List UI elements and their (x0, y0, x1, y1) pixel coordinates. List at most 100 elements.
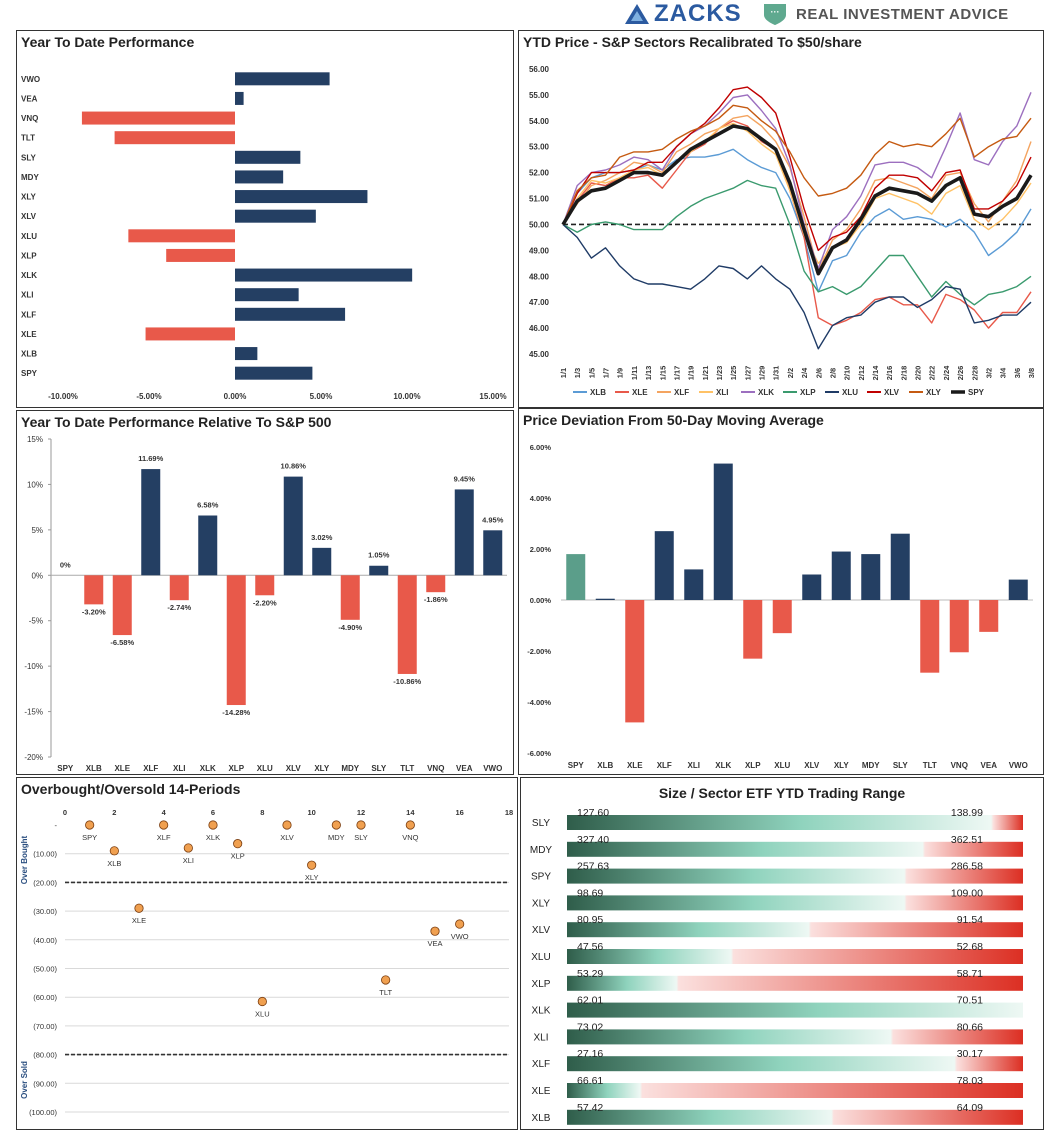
recal-y-tick: 55.00 (529, 91, 550, 100)
recal-y-tick: 54.00 (529, 117, 550, 126)
obos-point-label: SPY (82, 833, 97, 842)
range-low-label: 73.02 (577, 1021, 603, 1033)
obos-point-label: TLT (379, 988, 392, 997)
dev-category-label: XLU (774, 761, 790, 770)
dev-bar-spy (566, 554, 586, 600)
rel-category-label: XLE (114, 764, 130, 773)
dev-bar-xle (625, 600, 645, 723)
obos-y-tick: (10.00) (33, 850, 57, 859)
dev-bar-xlp (743, 600, 763, 659)
range-row-label: XLV (532, 925, 550, 936)
rel-bar-tlt (397, 575, 417, 674)
recal-legend-label: SPY (968, 388, 985, 397)
rel-data-label: -2.20% (253, 598, 277, 607)
rel-category-label: SLY (371, 764, 386, 773)
recal-x-tick: 1/27 (743, 366, 752, 381)
rel-data-label: -10.86% (393, 677, 421, 686)
obos-x-tick: 4 (162, 808, 167, 817)
overbought-oversold-panel: Overbought/Oversold 14-Periods - (10.00) (… (16, 777, 518, 1130)
range-low-label: 80.95 (577, 914, 603, 926)
dev-bar-xly (831, 551, 851, 600)
dev-y-tick: -4.00% (527, 698, 551, 707)
recal-x-tick: 1/3 (573, 368, 582, 378)
dev-category-label: VWO (1009, 761, 1028, 770)
trading-range-chart: SLY 127.60 138.99 MDY 327.40 362.51 SPY 257.63 2… (530, 807, 1023, 1125)
range-low-label: 127.60 (577, 807, 609, 819)
ytd-performance-panel: Year To Date Performance VWO VEA VNQ TLT SLY… (16, 30, 514, 408)
obos-point-spy (85, 820, 95, 830)
recal-legend-label: XLV (884, 388, 900, 397)
recal-y-tick: 51.00 (529, 195, 550, 204)
obos-oversold-axis-label: Over Sold (20, 1061, 29, 1099)
recalibrated-price-chart: 45.00 46.00 47.00 48.00 49.00 50.00 51.00 52.00… (529, 65, 1036, 397)
ytd-bar-vnq (81, 111, 235, 125)
recal-legend-label: XLI (716, 388, 728, 397)
recal-y-tick: 46.00 (529, 324, 550, 333)
rel-bar-vea (454, 489, 474, 576)
ytd-category-label: XLE (21, 330, 37, 339)
dev-bar-xlf (654, 531, 674, 600)
relative-performance-title: Year To Date Performance Relative To S&P… (21, 414, 332, 430)
dev-bar-mdy (861, 554, 881, 600)
recal-x-tick: 2/10 (843, 366, 852, 381)
ytd-category-label: XLF (21, 310, 36, 319)
recalibrated-price-title: YTD Price - S&P Sectors Recalibrated To … (523, 34, 862, 50)
range-low-label: 27.16 (577, 1048, 603, 1060)
obos-point-label: XLI (183, 856, 194, 865)
obos-point-xli (183, 843, 193, 853)
obos-x-tick: 16 (455, 808, 463, 817)
recal-series-xlv (562, 86, 1032, 252)
obos-point-vnq (405, 820, 415, 830)
range-row-label: XLB (532, 1113, 551, 1124)
obos-x-tick: 8 (260, 808, 264, 817)
rel-y-tick: 10% (27, 480, 43, 489)
rel-data-label: -3.20% (82, 607, 106, 616)
obos-y-tick: (40.00) (33, 936, 57, 945)
rel-data-label: 11.69% (138, 454, 163, 463)
obos-x-tick: 6 (211, 808, 215, 817)
obos-x-tick: 14 (406, 808, 415, 817)
recal-x-tick: 2/2 (786, 368, 795, 378)
dev-bar-vnq (949, 600, 969, 653)
dev-bar-xli (684, 569, 704, 600)
range-row-label: SLY (532, 818, 550, 829)
obos-y-tick: (60.00) (33, 993, 57, 1002)
recal-y-tick: 52.00 (529, 169, 550, 178)
ytd-bar-spy (235, 366, 313, 380)
ytd-category-label: XLB (21, 350, 37, 359)
recal-series-xli (562, 122, 1032, 265)
ytd-bar-vea (235, 91, 244, 105)
obos-point-label: XLY (305, 873, 319, 882)
rel-bar-xlp (226, 575, 246, 706)
rel-data-label: -2.74% (167, 603, 191, 612)
recal-x-tick: 2/12 (857, 366, 866, 381)
recal-legend-label: XLK (758, 388, 774, 397)
ytd-bar-xlk (235, 268, 413, 282)
recal-x-tick: 1/23 (715, 366, 724, 381)
recal-legend-label: XLF (674, 388, 689, 397)
range-bar-xlu (567, 949, 1023, 964)
ytd-category-label: SPY (21, 369, 38, 378)
dev-category-label: XLE (627, 761, 643, 770)
rel-category-label: MDY (341, 764, 359, 773)
rel-category-label: XLB (86, 764, 102, 773)
rel-bar-xlb (84, 575, 104, 605)
svg-text:···: ··· (771, 7, 780, 17)
recal-x-tick: 1/1 (559, 368, 568, 378)
obos-point-sly (356, 820, 366, 830)
ytd-bar-xlp (166, 248, 235, 262)
rel-data-label: 6.58% (197, 501, 219, 510)
recal-x-tick: 2/14 (871, 365, 880, 380)
rel-bar-sly (369, 565, 389, 576)
range-row-label: XLP (532, 979, 551, 990)
recal-x-tick: 2/8 (828, 368, 837, 378)
rel-bar-xlk (198, 515, 218, 576)
range-high-label: 80.66 (957, 1021, 983, 1033)
obos-point-label: XLV (280, 833, 294, 842)
dev-category-label: TLT (923, 761, 937, 770)
recal-x-tick: 1/25 (729, 366, 738, 381)
recal-series-xly (562, 104, 1032, 225)
rel-bar-xlv (283, 476, 303, 576)
ytd-bar-xly (235, 190, 368, 204)
recal-y-tick: 49.00 (529, 246, 550, 255)
